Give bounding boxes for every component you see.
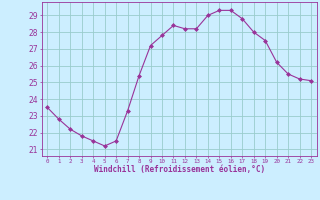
X-axis label: Windchill (Refroidissement éolien,°C): Windchill (Refroidissement éolien,°C) [94,165,265,174]
